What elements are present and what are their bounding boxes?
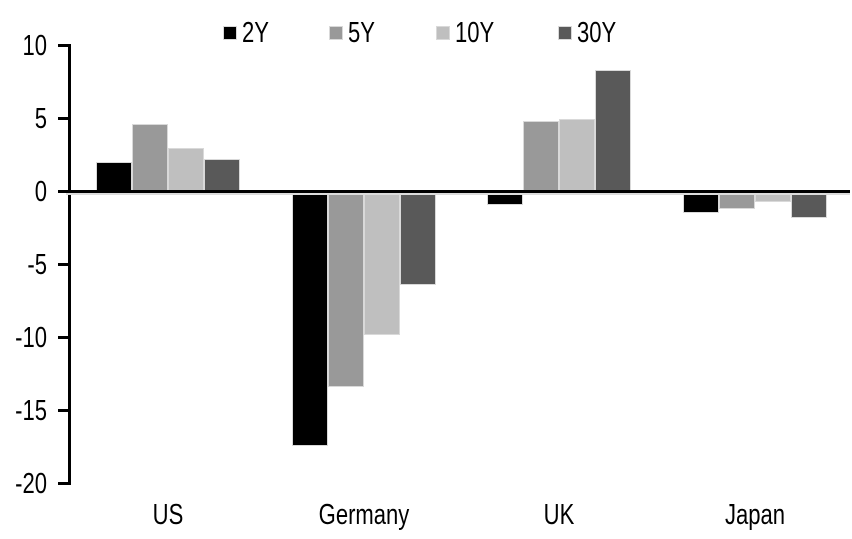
legend-swatch-5y [329,26,344,40]
y-axis-tick-label: -10 [15,321,47,354]
y-axis-tick [57,336,71,339]
bar-japan-2y [682,191,719,214]
bar-japan-10y [754,191,791,202]
legend-label-5y: 5Y [348,17,376,49]
legend-label-30y: 30Y [577,17,617,49]
legend-item-30y: 30Y [558,17,629,49]
legend-item-5y: 5Y [329,17,383,49]
legend-item-10y: 10Y [435,17,507,49]
y-axis-tick [57,482,71,485]
bar-uk-2y [487,191,523,205]
y-axis-tick [57,190,71,193]
y-axis-tick [57,409,71,412]
chart-legend: 2Y 5Y 10Y 30Y [0,17,852,49]
zero-axis-line [66,190,850,193]
bar-germany-10y [363,191,400,335]
bar-uk-10y [559,118,595,192]
y-axis-tick-label: -20 [15,467,47,500]
bar-germany-30y [399,191,436,285]
bar-us-30y [204,159,240,192]
legend-label-10y: 10Y [454,17,495,49]
bar-uk-5y [523,121,559,192]
legend-label-2y: 2Y [241,17,269,49]
legend-swatch-10y [435,26,450,40]
legend-swatch-30y [558,26,573,40]
bar-us-2y [96,162,132,192]
y-axis-tick-label: 10 [22,29,47,62]
x-axis-label-us: US [152,499,184,531]
legend-swatch-2y [222,26,237,40]
legend-item-2y: 2Y [222,17,277,49]
y-axis-tick-label: 0 [34,175,47,208]
x-axis-label-germany: Germany [318,499,409,531]
bar-us-5y [132,124,168,192]
y-axis-tick-label: -15 [15,394,47,427]
x-axis-label-japan: Japan [724,499,785,531]
bar-japan-30y [790,191,827,218]
y-axis-tick [57,117,71,120]
bar-germany-5y [327,191,364,388]
bar-uk-30y [595,70,631,192]
y-axis-tick [57,44,71,47]
bar-germany-2y [291,191,328,446]
y-axis-tick-label: 5 [34,102,47,135]
bar-us-10y [168,147,204,192]
x-axis-label-uk: UK [543,499,575,531]
y-axis-tick-label: -5 [27,248,47,281]
bar-japan-5y [718,191,755,210]
y-axis-tick [57,263,71,266]
